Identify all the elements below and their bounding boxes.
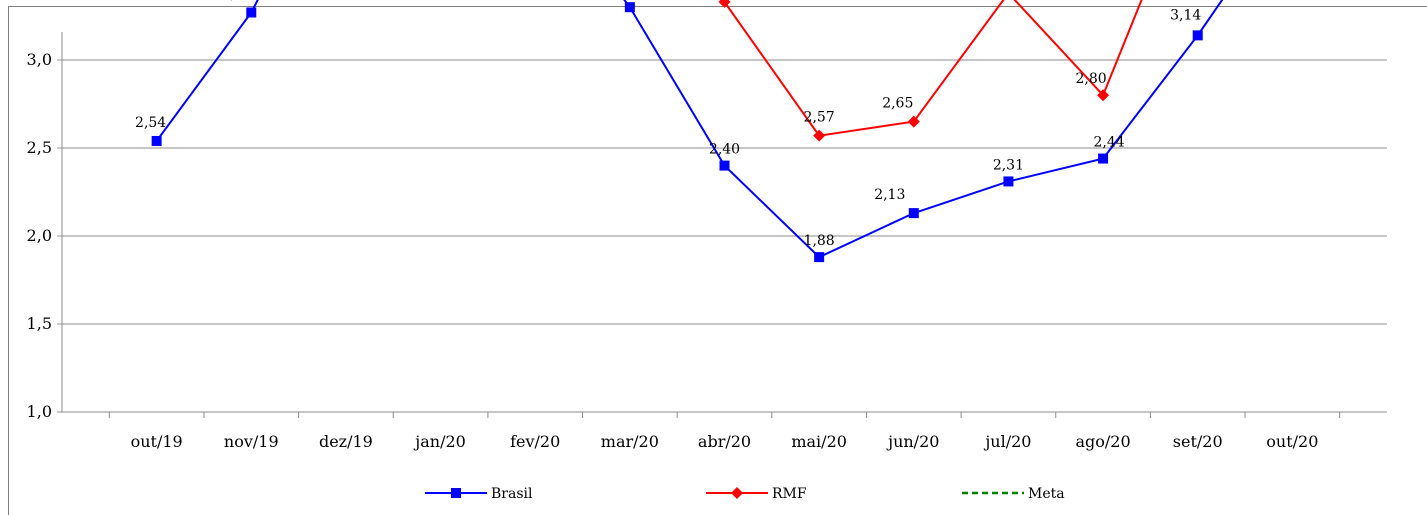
series-line-brasil: [155, 0, 1224, 259]
marker-brasil: [908, 208, 919, 219]
y-tick-label: 2,5: [27, 138, 52, 157]
x-tick-label: fev/20: [510, 432, 560, 451]
marker-brasil: [719, 160, 730, 171]
legend-label-meta: Meta: [1028, 486, 1065, 502]
marker-brasil: [814, 252, 825, 263]
chart-frame: [8, 6, 1427, 515]
data-label-brasil: 3,14: [1170, 7, 1201, 23]
marker-rmf: [907, 115, 920, 128]
x-tick-label: nov/19: [224, 432, 279, 451]
data-label-brasil: 2,40: [709, 142, 740, 158]
data-label-brasil: 2,54: [135, 115, 166, 131]
data-label-rmf: 2,57: [804, 110, 835, 126]
legend: Brasil RMF Meta: [425, 486, 1065, 502]
marker-brasil: [151, 135, 162, 146]
marker-brasil: [624, 2, 635, 13]
series-line-rmf: [722, 0, 1143, 137]
legend-label-rmf: RMF: [772, 486, 807, 502]
data-label-rmf: 2,65: [882, 96, 913, 112]
y-tick-label: 3,0: [27, 50, 52, 69]
x-tick-label: jun/20: [886, 432, 939, 451]
x-tick-label: jul/20: [983, 432, 1031, 451]
gridlines: [62, 59, 1387, 325]
x-tick-label: dez/19: [319, 432, 373, 451]
x-tick-label: out/20: [1266, 432, 1318, 451]
x-axis-ticks: out/19 nov/19 dez/19 jan/20 fev/20 mar/20 abr/…: [108, 412, 1341, 451]
legend-label-brasil: Brasil: [491, 486, 533, 502]
marker-rmf: [1097, 89, 1110, 102]
x-tick-label: mar/20: [601, 432, 659, 451]
y-tick-label: 1,5: [27, 314, 52, 333]
marker-rmf: [813, 129, 826, 142]
x-tick-label: set/20: [1173, 432, 1223, 451]
marker-brasil: [1192, 30, 1203, 41]
x-tick-label: abr/20: [698, 432, 751, 451]
marker-brasil: [1003, 176, 1014, 187]
y-axis-ticks: 1,01,52,02,53,03,54,04,55,0: [27, 50, 62, 421]
legend-marker-brasil: [451, 488, 461, 498]
data-label-brasil: 2,44: [1093, 135, 1124, 151]
legend-marker-rmf: [731, 487, 743, 499]
data-label-brasil: 1,88: [804, 233, 835, 249]
data-labels: 2,543,274,314,194,013,302,401,882,132,31…: [135, 0, 1201, 249]
data-label-brasil: 2,31: [993, 157, 1024, 173]
axes: [61, 32, 1387, 413]
data-label-brasil: 2,13: [874, 187, 905, 203]
data-label-brasil: 3,27: [222, 0, 253, 2]
y-tick-label: 1,0: [27, 402, 52, 421]
x-tick-label: mai/20: [791, 432, 847, 451]
x-tick-label: out/19: [131, 432, 183, 451]
marker-rmf: [718, 0, 731, 8]
marker-brasil: [1098, 153, 1109, 164]
x-tick-label: jan/20: [413, 432, 466, 451]
marker-brasil: [246, 7, 257, 18]
series-group: [151, 0, 1224, 263]
y-tick-label: 2,0: [27, 226, 52, 245]
x-tick-label: ago/20: [1075, 432, 1130, 451]
data-label-rmf: 2,80: [1075, 71, 1106, 87]
